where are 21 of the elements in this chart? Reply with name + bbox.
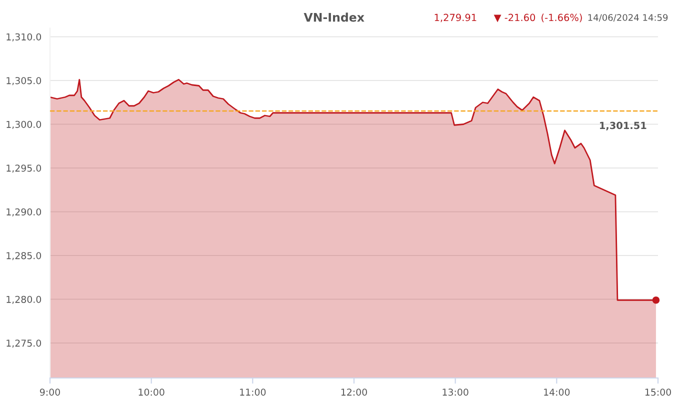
x-tick-label: 12:00 <box>341 388 367 396</box>
text: ▼ -21.60 <box>494 14 536 22</box>
y-tick-label: 1,290.0 <box>6 208 42 216</box>
x-tick-label: 11:00 <box>240 388 266 396</box>
y-tick-label: 1,310.0 <box>6 33 42 42</box>
text: 1,279.91 <box>434 14 476 22</box>
text: 14/06/2024 14:59 <box>588 14 668 22</box>
y-tick-label: 1,305.0 <box>6 77 42 86</box>
x-tick-label: 9:00 <box>40 388 60 396</box>
x-tick-label: 15:00 <box>645 388 671 396</box>
y-tick-label: 1,295.0 <box>6 164 42 173</box>
x-tick-label: 10:00 <box>138 388 164 396</box>
ref-line-label: 1,301.51 <box>600 122 646 130</box>
y-tick-label: 1,275.0 <box>6 340 42 348</box>
chart-title: VN-Index <box>304 12 364 22</box>
text: (-1.66%) <box>542 14 582 22</box>
x-tick-label: 14:00 <box>544 388 570 396</box>
y-tick-label: 1,280.0 <box>6 296 42 304</box>
y-tick-label: 1,300.0 <box>6 120 42 129</box>
y-tick-label: 1,285.0 <box>6 252 42 260</box>
x-tick-label: 13:00 <box>442 388 468 396</box>
